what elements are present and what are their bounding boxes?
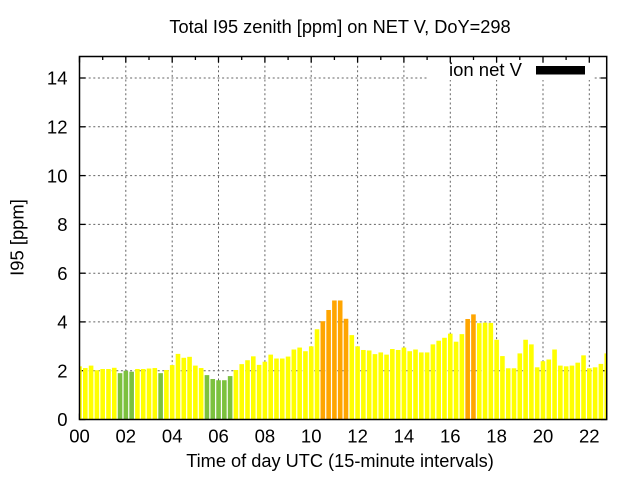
svg-text:04: 04 [162,426,183,447]
svg-text:22: 22 [579,426,600,447]
svg-text:08: 08 [255,426,276,447]
svg-text:6: 6 [57,263,67,284]
svg-text:Total I95 zenith [ppm] on NET: Total I95 zenith [ppm] on NET V, DoY=298 [169,17,510,37]
svg-text:0: 0 [57,409,67,430]
svg-text:I95 [ppm]: I95 [ppm] [7,199,28,276]
svg-text:18: 18 [486,426,507,447]
svg-text:10: 10 [301,426,322,447]
svg-text:4: 4 [57,312,67,333]
svg-text:00: 00 [69,426,90,447]
svg-text:12: 12 [347,426,368,447]
svg-text:16: 16 [440,426,461,447]
svg-text:14: 14 [47,68,68,89]
svg-text:20: 20 [533,426,554,447]
svg-text:10: 10 [47,165,68,186]
svg-text:14: 14 [394,426,415,447]
svg-text:ion net V: ion net V [449,59,523,80]
svg-text:06: 06 [208,426,229,447]
svg-text:Time of day UTC (15-minute int: Time of day UTC (15-minute intervals) [186,451,494,471]
svg-text:2: 2 [57,360,67,381]
svg-text:02: 02 [116,426,137,447]
svg-text:8: 8 [57,214,67,235]
svg-text:12: 12 [47,117,68,138]
